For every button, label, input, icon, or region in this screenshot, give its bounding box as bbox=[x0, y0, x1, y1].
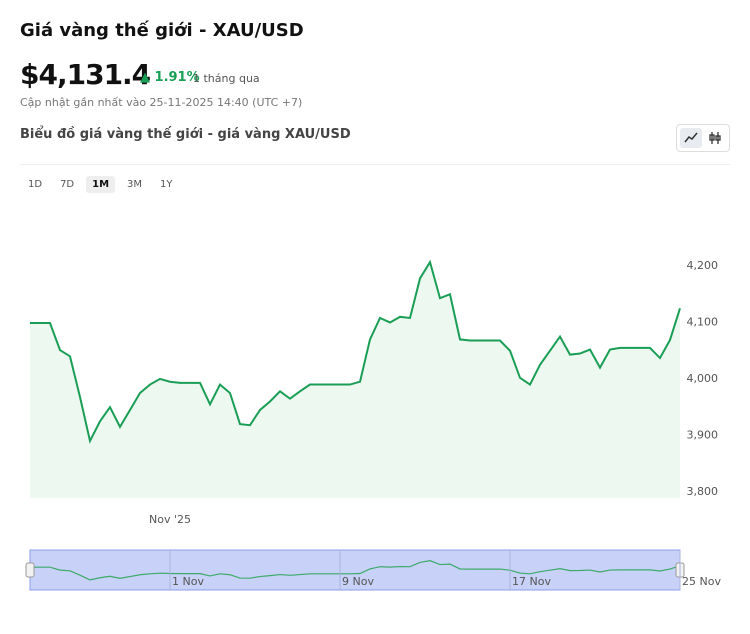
range-button[interactable]: 3M bbox=[127, 179, 143, 190]
navigator-line bbox=[30, 560, 681, 581]
chart-title: Biểu đồ giá vàng thế giới - giá vàng XAU… bbox=[20, 127, 351, 142]
change-value: 1.91% bbox=[154, 70, 200, 85]
price-line bbox=[30, 259, 681, 444]
navigator-label: 1 Nov bbox=[172, 575, 204, 588]
range-button[interactable]: 7D bbox=[60, 179, 75, 190]
range-buttons: 1D 7D 1M 3M 1Y bbox=[22, 176, 179, 193]
separator bbox=[20, 164, 730, 165]
chart-type-toggle[interactable] bbox=[676, 124, 730, 152]
updated: Cập nhật gần nhất vào 25-11-2025 14:40 (… bbox=[20, 96, 303, 109]
range-button[interactable]: 1M bbox=[86, 176, 116, 193]
y-tick-label: 3,900 bbox=[687, 428, 719, 441]
x-tick-label: Nov '25 bbox=[149, 513, 191, 526]
period: 1 tháng qua bbox=[193, 72, 260, 85]
line-icon bbox=[684, 132, 698, 143]
change: ▲ 1.91% bbox=[140, 70, 200, 85]
navigator-label: 25 Nov bbox=[682, 575, 721, 588]
navigator-handle[interactable] bbox=[25, 562, 35, 578]
y-tick-label: 4,200 bbox=[687, 259, 719, 272]
navigator-label: 9 Nov bbox=[342, 575, 374, 588]
range-button[interactable]: 1D bbox=[28, 179, 43, 190]
y-tick-label: 4,000 bbox=[687, 372, 719, 385]
candle-icon[interactable] bbox=[709, 132, 721, 144]
navigator-label: 17 Nov bbox=[512, 575, 551, 588]
area bbox=[30, 262, 680, 498]
title: Giá vàng thế giới - XAU/USD bbox=[20, 20, 304, 41]
price: $4,131.4 bbox=[20, 58, 151, 91]
range-button[interactable]: 1Y bbox=[160, 179, 173, 190]
y-tick-label: 3,800 bbox=[687, 485, 719, 498]
toggle-icons bbox=[680, 128, 721, 148]
y-tick-label: 4,100 bbox=[687, 315, 719, 328]
